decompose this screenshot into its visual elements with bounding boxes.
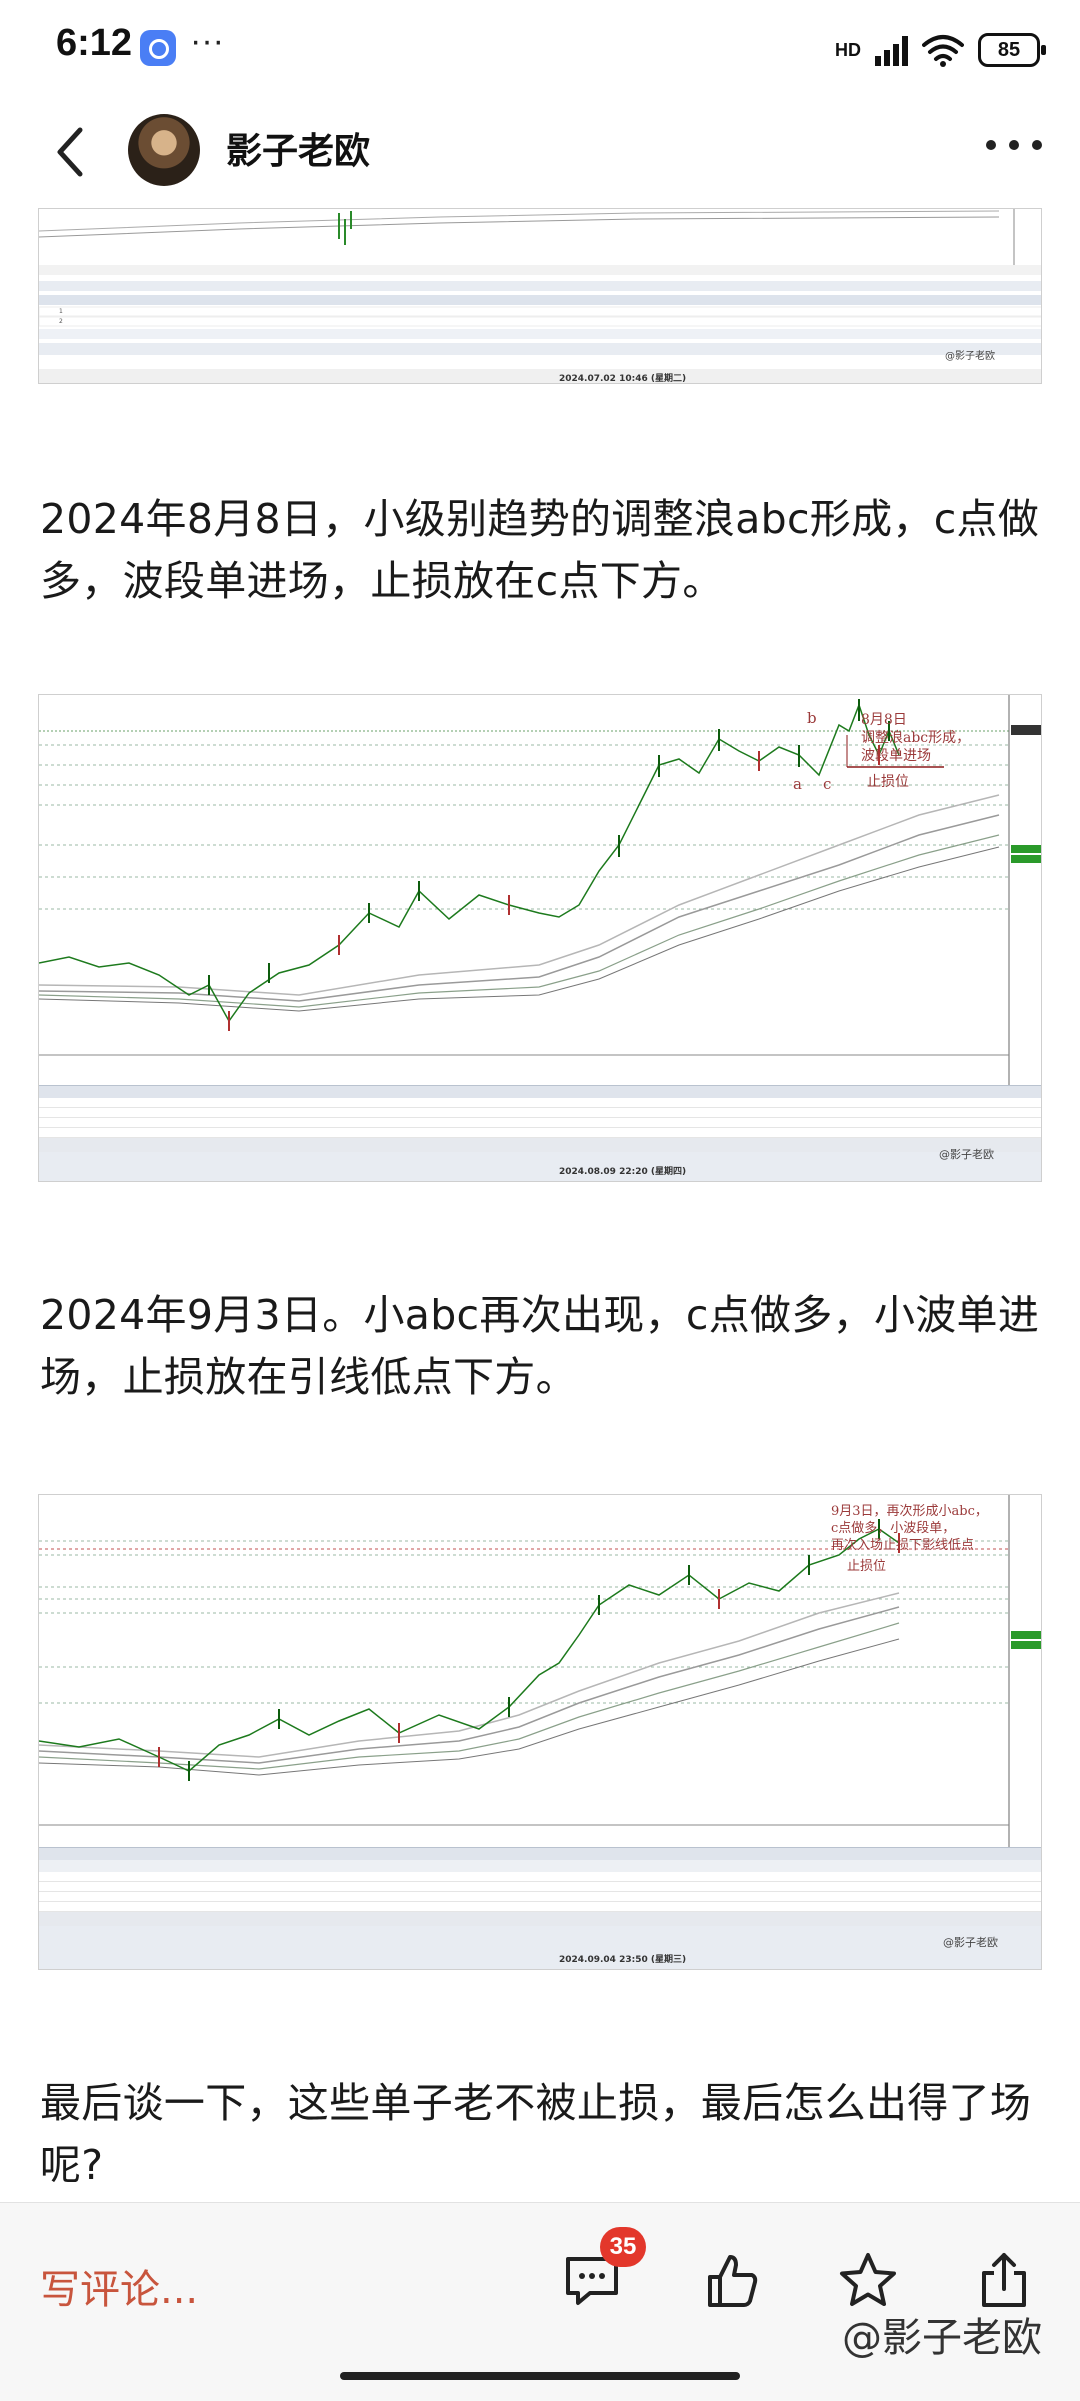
svg-text:2: 2 bbox=[59, 318, 63, 325]
chart-thumbnail: 12 bbox=[39, 209, 1041, 383]
status-bar: 6:12 ··· HD 85 bbox=[0, 0, 1080, 100]
chart-2-annotation-line-2: c点做多，小波段单， bbox=[831, 1521, 956, 1536]
chart-1-annotation-line-2: 调整浪abc形成， bbox=[861, 730, 971, 746]
chart-1-point-b: b bbox=[807, 709, 817, 727]
write-comment-input[interactable]: 写评论... bbox=[40, 2267, 199, 2313]
back-icon[interactable] bbox=[48, 122, 98, 182]
bottom-action-bar: 写评论... 35 @影子老欧 bbox=[0, 2202, 1080, 2401]
author-name[interactable]: 影子老欧 bbox=[226, 131, 371, 172]
favorite-star-icon[interactable] bbox=[836, 2249, 900, 2313]
chart-2-order-table: 2024.09.04 23:50 (星期三) @影子老欧 bbox=[39, 1847, 1041, 1969]
trading-chart-sep-3[interactable]: 9月3日，再次形成小abc， c点做多，小波段单， 再次入场止损下影线低点 止损… bbox=[38, 1494, 1042, 1970]
chart-1-order-table: 2024.08.09 22:20 (星期四) @影子老欧 bbox=[39, 1085, 1041, 1181]
comment-count-badge: 35 bbox=[600, 2227, 646, 2267]
chart-1-watermark: @影子老欧 bbox=[939, 1148, 994, 1161]
chart-2-annotation-line-3: 再次入场止损下影线低点 bbox=[831, 1538, 975, 1553]
chart-1-annotation: 8月8日 调整浪abc形成， 波段单进场 bbox=[861, 711, 970, 765]
status-time: 6:12 bbox=[56, 22, 133, 64]
chart-2-stop-label: 止损位 bbox=[847, 1559, 887, 1574]
chart-2-date: 2024.09.04 23:50 (星期三) bbox=[559, 1955, 687, 1965]
chart-2-annotation-line-1: 9月3日，再次形成小abc， bbox=[831, 1504, 988, 1519]
top-image-date: 2024.07.02 10:46 (星期二) bbox=[559, 374, 687, 384]
home-indicator[interactable] bbox=[340, 2372, 740, 2380]
chart-2-annotation: 9月3日，再次形成小abc， c点做多，小波段单， 再次入场止损下影线低点 bbox=[831, 1503, 988, 1554]
wifi-icon bbox=[922, 35, 964, 67]
signal-icon bbox=[875, 34, 908, 66]
chart-2-watermark: @影子老欧 bbox=[943, 1936, 998, 1949]
more-options-icon[interactable] bbox=[986, 140, 1042, 154]
chart-2-price bbox=[39, 1495, 1041, 1847]
app-notification-icon bbox=[140, 30, 176, 66]
chart-1-point-c: c bbox=[823, 775, 832, 793]
chart-1-point-a: a bbox=[793, 775, 802, 793]
article-header: 影子老欧 bbox=[0, 100, 1080, 200]
like-icon[interactable] bbox=[700, 2249, 764, 2313]
paragraph-3: 最后谈一下，这些单子老不被止损，最后怎么出得了场呢? bbox=[40, 2079, 1032, 2189]
svg-text:1: 1 bbox=[59, 308, 63, 315]
chart-1-annotation-line-1: 8月8日 bbox=[861, 712, 907, 728]
top-image-watermark: @影子老欧 bbox=[945, 351, 995, 362]
paragraph-2: 2024年9月3日。小abc再次出现，c点做多，小波单进场，止损放在引线低点下方… bbox=[40, 1291, 1040, 1401]
chart-1-stop-label: 止损位 bbox=[867, 774, 909, 790]
battery-icon: 85 bbox=[978, 33, 1046, 67]
chart-1-price bbox=[39, 695, 1041, 1085]
paragraph-1: 2024年8月8日，小级别趋势的调整浪abc形成，c点做多，波段单进场，止损放在… bbox=[40, 495, 1040, 605]
trading-chart-aug-8[interactable]: 8月8日 调整浪abc形成， 波段单进场 止损位 b a c 2024.08.0… bbox=[38, 694, 1042, 1182]
share-icon[interactable] bbox=[972, 2249, 1036, 2313]
author-watermark: @影子老欧 bbox=[842, 2315, 1042, 2361]
chart-1-date: 2024.08.09 22:20 (星期四) bbox=[559, 1167, 687, 1177]
status-indicators: HD 85 bbox=[835, 28, 1046, 72]
chart-1-annotation-line-3: 波段单进场 bbox=[861, 748, 931, 764]
author-avatar[interactable] bbox=[128, 114, 200, 186]
status-more-notifications: ··· bbox=[190, 22, 224, 60]
network-type: HD bbox=[835, 40, 861, 60]
